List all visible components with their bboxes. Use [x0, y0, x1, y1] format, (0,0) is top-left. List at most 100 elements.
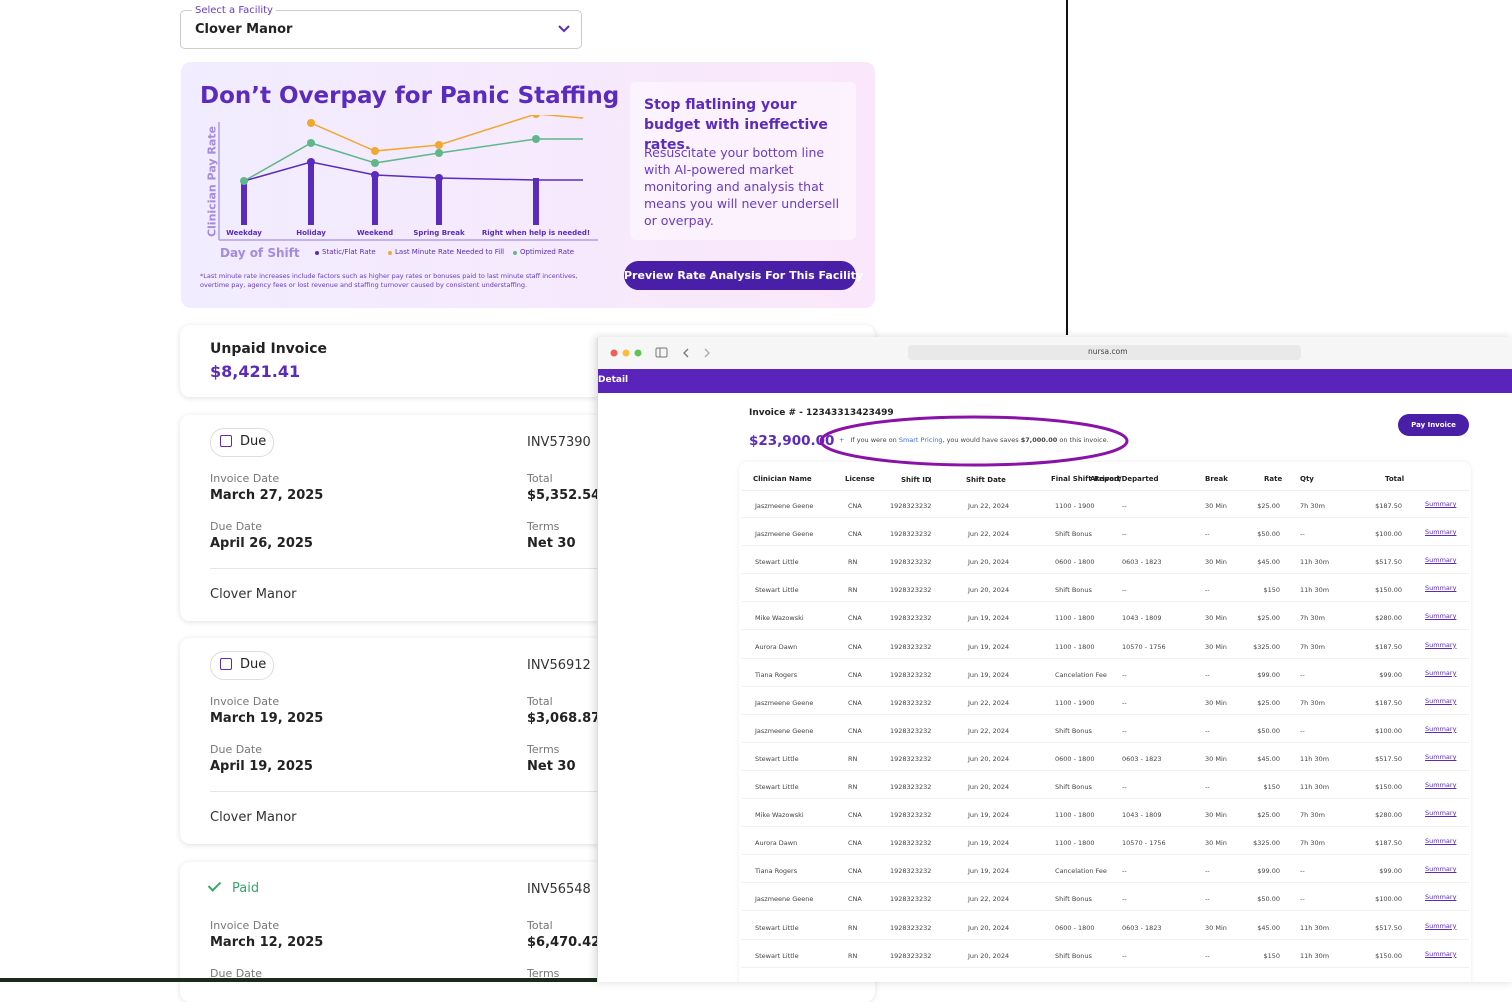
- divider: [210, 791, 850, 792]
- summary-link[interactable]: Summary: [1425, 781, 1457, 789]
- cell: Aurora Dawn: [755, 839, 798, 848]
- promo-button[interactable]: Preview Rate Analysis For This Facility: [624, 261, 863, 290]
- cell: 30 Min: [1205, 811, 1227, 820]
- cell: 1928323232: [890, 839, 932, 848]
- cell: 1100 - 1800: [1055, 811, 1095, 820]
- category-label: Spring Break: [413, 229, 465, 237]
- cell: Jun 20, 2024: [968, 558, 1010, 567]
- cell: --: [1300, 867, 1305, 876]
- url-bar[interactable]: [908, 345, 1301, 360]
- value: March 19, 2025: [210, 711, 324, 726]
- value: $3,068.87: [527, 711, 601, 726]
- cell: 30 Min: [1205, 642, 1227, 651]
- summary-link[interactable]: Summary: [1425, 865, 1457, 874]
- cell: --: [1205, 783, 1210, 791]
- cell: RN: [848, 783, 858, 791]
- column-header: Arrived/Departed: [1090, 475, 1159, 483]
- cell: Jaszmeene Geene: [755, 698, 814, 707]
- category-label: Weekend: [356, 229, 394, 237]
- legend-dot: [513, 251, 517, 255]
- summary-link[interactable]: Summary: [1425, 668, 1457, 677]
- summary-link[interactable]: Summary: [1425, 500, 1457, 508]
- cell: 1043 - 1809: [1122, 811, 1162, 820]
- cell: Tiana Rogers: [755, 867, 798, 876]
- label: Due Date: [210, 743, 262, 756]
- cell: 30 Min: [1205, 839, 1227, 848]
- summary-link[interactable]: Summary: [1425, 528, 1457, 537]
- category-label: Weekday: [226, 229, 262, 237]
- cell: 1928323232: [890, 726, 932, 735]
- summary-link[interactable]: Summary: [1425, 696, 1457, 705]
- cell: Jun 19, 2024: [968, 867, 1010, 876]
- summary-link[interactable]: Summary: [1425, 724, 1457, 733]
- pay-button[interactable]: Pay Invoice: [1398, 414, 1469, 436]
- cell: 1100 - 1900: [1055, 502, 1095, 510]
- cell: Stewart Little: [755, 586, 799, 595]
- cell: 30 Min: [1205, 502, 1227, 510]
- cell: $25.00: [1257, 811, 1280, 820]
- cell: $99.00: [1379, 867, 1402, 876]
- label: Terms: [527, 743, 560, 756]
- summary-link[interactable]: Summary: [1425, 584, 1457, 593]
- cell: CNA: [848, 502, 862, 510]
- summary-link[interactable]: Summary: [1425, 752, 1457, 761]
- cell: $150.00: [1375, 951, 1402, 960]
- cell: CNA: [848, 530, 862, 539]
- cell: --: [1122, 895, 1127, 904]
- promo-title: Don’t Overpay for Panic Staffing: [200, 83, 620, 109]
- cell: $45.00: [1257, 923, 1280, 932]
- value: April 19, 2025: [210, 759, 313, 774]
- note-link[interactable]: Smart Pricing: [898, 436, 943, 444]
- cell: 1928323232: [890, 783, 932, 791]
- cell: 1928323232: [890, 614, 932, 623]
- label: Due Date: [210, 967, 262, 980]
- cell: Jun 22, 2024: [968, 895, 1010, 904]
- cell: $280.00: [1375, 811, 1402, 820]
- cell: --: [1205, 670, 1210, 679]
- row-divider: [741, 910, 1469, 912]
- cell: $517.50: [1375, 754, 1402, 763]
- cell: --: [1205, 951, 1210, 960]
- cell: $187.50: [1375, 642, 1402, 651]
- cell: RN: [848, 951, 858, 960]
- promo-footnote: *Last minute rate increases include fact…: [200, 272, 578, 289]
- column-header: Break: [1205, 475, 1228, 483]
- cell: Jun 22, 2024: [968, 530, 1010, 539]
- column-header: Final Shift Report: [1051, 475, 1121, 483]
- note-text: , you would have saves: [942, 436, 1021, 444]
- cell: 0603 - 1823: [1122, 754, 1162, 763]
- cell: Shift Bonus: [1055, 530, 1092, 539]
- facility-select[interactable]: [180, 10, 582, 49]
- summary-link[interactable]: Summary: [1425, 921, 1457, 930]
- cell: CNA: [848, 642, 862, 651]
- label: Due Date: [210, 520, 262, 533]
- cell: 1928323232: [890, 951, 932, 960]
- summary-link[interactable]: Summary: [1425, 809, 1457, 818]
- summary-link[interactable]: Summary: [1425, 893, 1457, 902]
- row-divider: [741, 938, 1469, 940]
- summary-link[interactable]: Summary: [1425, 612, 1457, 621]
- summary-link[interactable]: Summary: [1425, 837, 1457, 846]
- cell: 1100 - 1800: [1055, 614, 1095, 623]
- cell: Stewart Little: [755, 754, 799, 763]
- table-card: [739, 462, 1471, 982]
- cell: Jaszmeene Geene: [755, 895, 814, 904]
- summary-link[interactable]: Summary: [1425, 949, 1457, 958]
- facility: Clover Manor: [210, 810, 297, 825]
- summary-link[interactable]: Summary: [1425, 640, 1457, 649]
- row-divider: [741, 882, 1469, 884]
- cell: Jun 22, 2024: [968, 502, 1010, 510]
- window-controls[interactable]: [608, 347, 728, 361]
- cell: Cancelation Fee: [1055, 670, 1107, 679]
- y-axis-label: Clinician Pay Rate: [205, 125, 219, 238]
- unpaid-amount: $8,421.41: [210, 362, 301, 381]
- highlight-ellipse: [819, 415, 1129, 467]
- cell: Jun 20, 2024: [968, 923, 1010, 932]
- cell: --: [1122, 951, 1127, 960]
- cell: $25.00: [1257, 502, 1280, 510]
- cell: $99.00: [1257, 670, 1280, 679]
- summary-link[interactable]: Summary: [1425, 556, 1457, 565]
- label: Total: [527, 919, 553, 932]
- label: Total: [527, 472, 553, 485]
- column-header: Qty: [1300, 475, 1314, 483]
